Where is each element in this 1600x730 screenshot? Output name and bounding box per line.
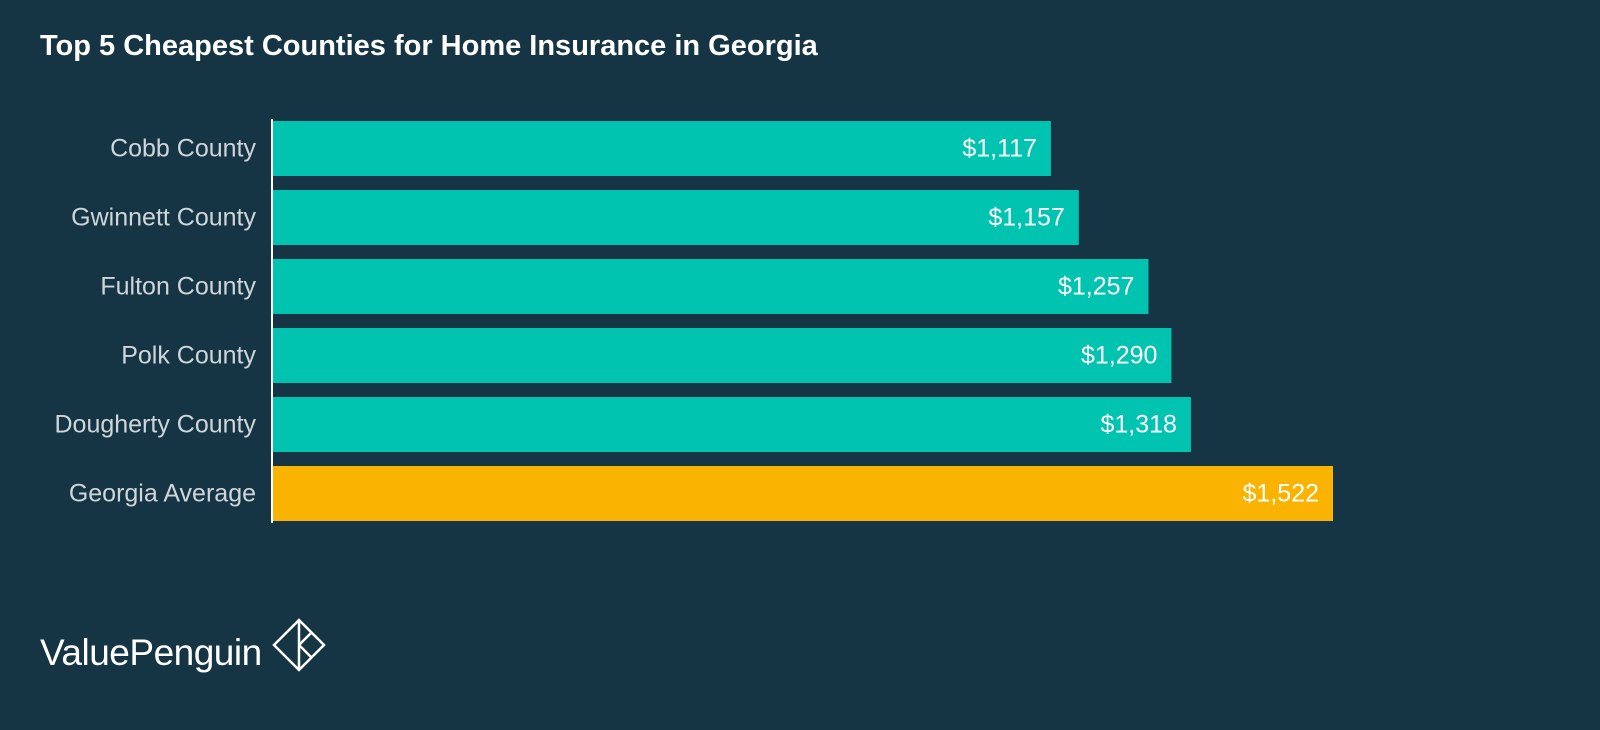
- value-label: $1,290: [1081, 342, 1157, 370]
- value-label: $1,117: [962, 135, 1037, 163]
- value-label: $1,318: [1100, 411, 1176, 439]
- bar-fulton-county: [273, 259, 1149, 314]
- category-label: Fulton County: [100, 273, 256, 301]
- brand-name: ValuePenguin: [40, 632, 262, 673]
- chart-title: Top 5 Cheapest Counties for Home Insuran…: [40, 30, 818, 62]
- category-label: Cobb County: [110, 135, 256, 163]
- category-label: Polk County: [121, 342, 256, 370]
- category-label: Dougherty County: [54, 411, 256, 439]
- value-label: $1,257: [1058, 273, 1134, 301]
- category-label: Georgia Average: [69, 480, 256, 508]
- diamond-logo-icon: [271, 618, 326, 672]
- bar-dougherty-county: [273, 397, 1191, 452]
- value-label: $1,157: [988, 204, 1064, 232]
- bar-gwinnett-county: [273, 190, 1079, 245]
- value-label: $1,522: [1243, 480, 1319, 508]
- brand-footer: ValuePenguin: [40, 618, 326, 674]
- category-label: Gwinnett County: [71, 204, 256, 232]
- bar-georgia-average: [273, 466, 1333, 521]
- bar-cobb-county: [273, 121, 1051, 176]
- bar-polk-county: [273, 328, 1172, 383]
